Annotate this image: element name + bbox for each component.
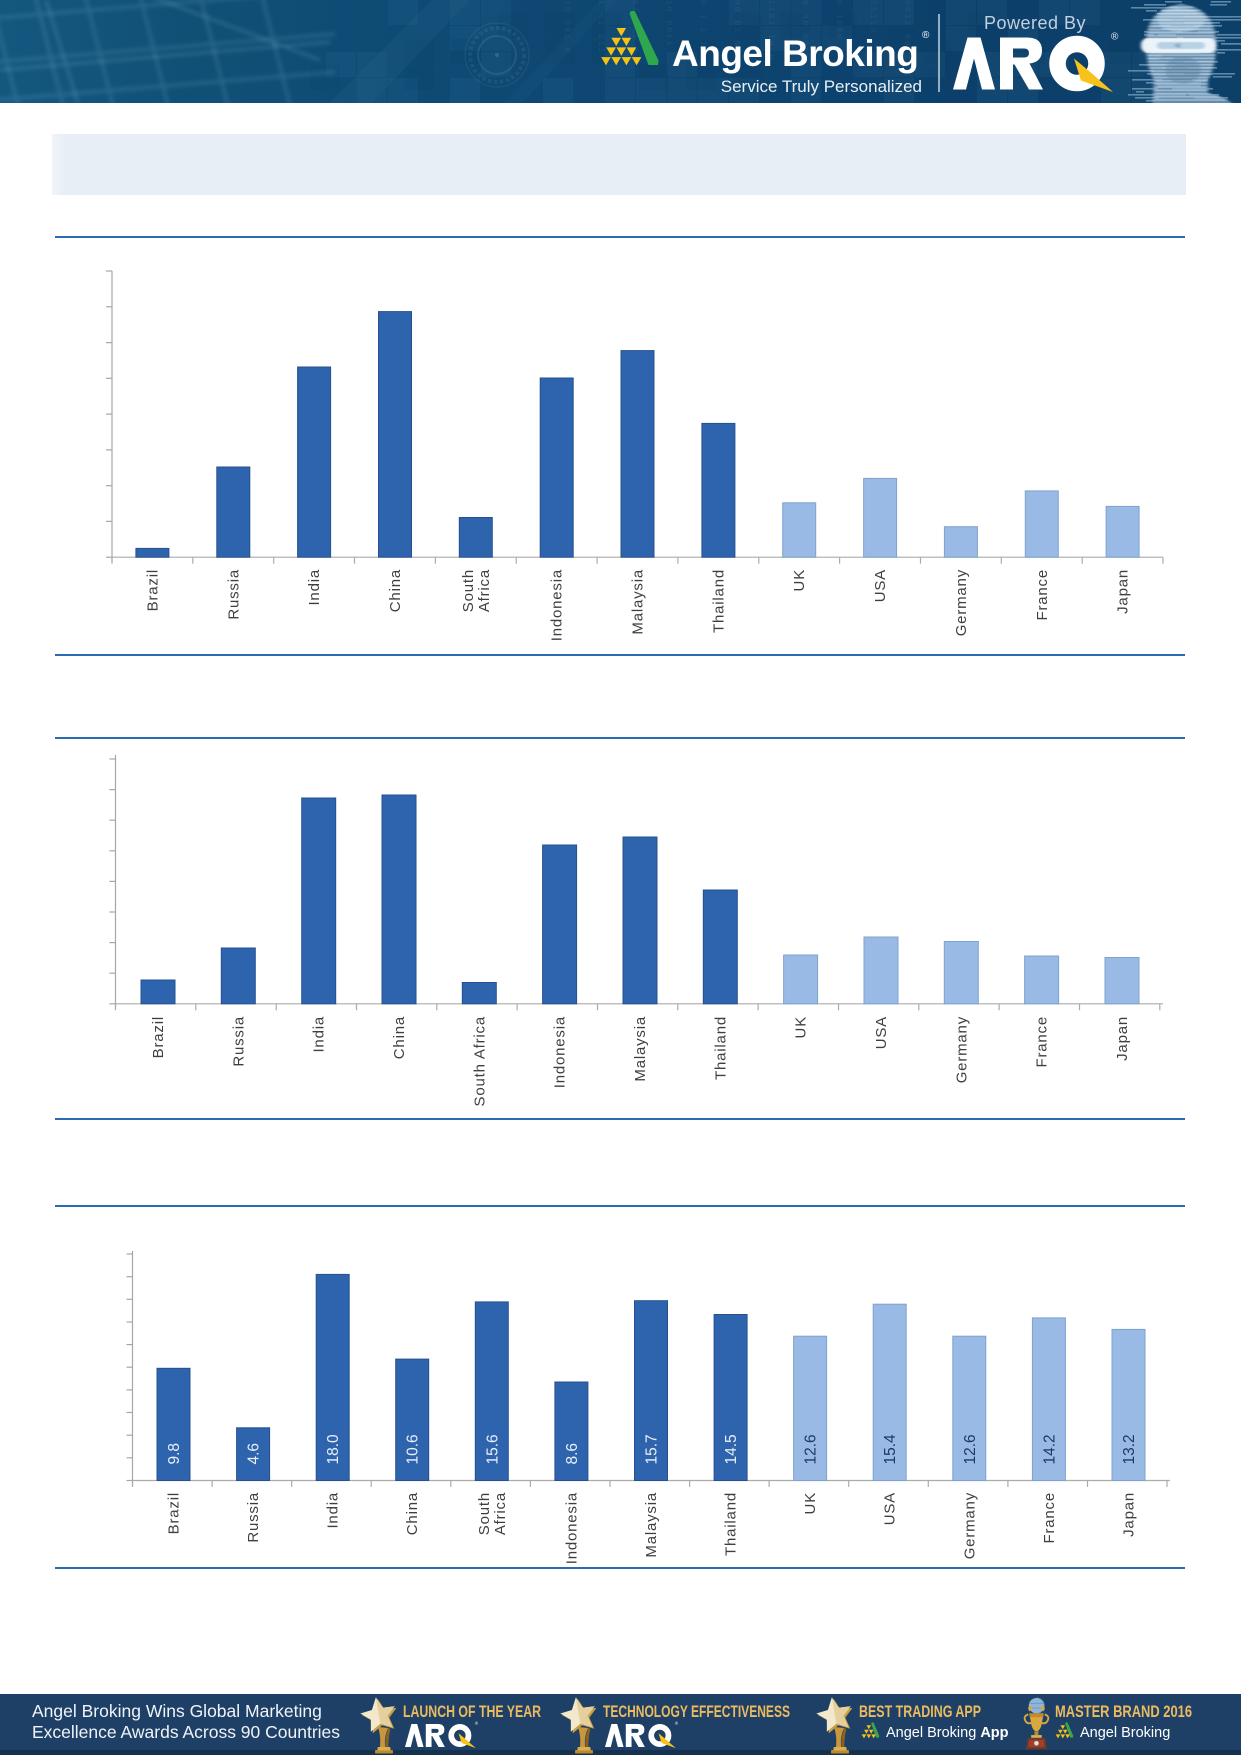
svg-text:12.6: 12.6 <box>962 1434 979 1464</box>
svg-text:UK: UK <box>802 1492 819 1514</box>
svg-text:Germany: Germany <box>953 1016 970 1083</box>
svg-text:Japan: Japan <box>1115 569 1132 614</box>
svg-text:00 01 0: 00 01 0 <box>732 0 741 48</box>
svg-text:4.6: 4.6 <box>246 1443 263 1465</box>
svg-text:Powered By: Powered By <box>984 13 1086 33</box>
svg-text:14.2: 14.2 <box>1041 1434 1058 1464</box>
svg-text:10.6: 10.6 <box>405 1434 422 1464</box>
svg-text:15.7: 15.7 <box>644 1434 661 1464</box>
svg-text:1 01 111: 1 01 111 <box>596 0 605 54</box>
svg-text:15.4: 15.4 <box>882 1434 899 1465</box>
svg-text:Brazil: Brazil <box>144 569 161 611</box>
svg-text:China: China <box>404 1492 421 1535</box>
svg-text:10 0011: 10 0011 <box>664 0 673 48</box>
svg-text:®: ® <box>1111 32 1119 43</box>
svg-text:1101 10 0: 1101 10 0 <box>766 0 775 61</box>
svg-text:Germany: Germany <box>953 569 970 636</box>
svg-text:10 001 0: 10 001 0 <box>562 0 571 54</box>
svg-text:South: South <box>476 1492 493 1535</box>
svg-text:BEST TRADING APP: BEST TRADING APP <box>859 1702 981 1721</box>
svg-text:France: France <box>1041 1492 1058 1544</box>
svg-text:®: ® <box>475 1720 479 1726</box>
svg-text:India: India <box>311 1016 328 1053</box>
svg-text:0011 00 11: 0011 00 11 <box>902 0 911 68</box>
svg-text:India: India <box>306 569 323 606</box>
svg-text:Brazil: Brazil <box>166 1492 183 1534</box>
svg-text:USA: USA <box>872 569 889 602</box>
svg-text:Malaysia: Malaysia <box>632 1016 649 1082</box>
svg-text:11110: 11110 <box>868 0 877 34</box>
svg-text:USA: USA <box>873 1016 890 1049</box>
svg-text:Africa: Africa <box>492 1492 509 1535</box>
svg-text:Indonesia: Indonesia <box>549 569 566 641</box>
svg-text:LAUNCH OF THE YEAR: LAUNCH OF THE YEAR <box>403 1702 541 1721</box>
svg-text:TECHNOLOGY EFFECTIVENESS: TECHNOLOGY EFFECTIVENESS <box>603 1702 790 1721</box>
svg-text:China: China <box>391 1016 408 1059</box>
svg-text:Germany: Germany <box>961 1492 978 1559</box>
svg-text:8.6: 8.6 <box>564 1443 581 1465</box>
svg-text:14.5: 14.5 <box>723 1434 740 1464</box>
svg-text:Japan: Japan <box>1121 1492 1138 1537</box>
svg-text:Russia: Russia <box>245 1492 262 1543</box>
svg-text:South Africa: South Africa <box>471 1016 488 1106</box>
svg-text:9.8: 9.8 <box>166 1443 183 1465</box>
svg-text:France: France <box>1034 569 1051 621</box>
svg-text:12.6: 12.6 <box>803 1434 820 1464</box>
svg-text:South: South <box>460 569 477 612</box>
svg-text:Malaysia: Malaysia <box>643 1492 660 1558</box>
svg-text:15.6: 15.6 <box>484 1434 501 1464</box>
svg-text:Brazil: Brazil <box>150 1016 167 1058</box>
svg-text:Africa: Africa <box>476 569 493 612</box>
svg-text:France: France <box>1034 1016 1051 1068</box>
svg-text:India: India <box>325 1492 342 1529</box>
svg-text:Thailand: Thailand <box>723 1492 740 1556</box>
svg-text:Indonesia: Indonesia <box>552 1016 569 1088</box>
svg-text:Thailand: Thailand <box>710 569 727 633</box>
svg-text:USA: USA <box>882 1492 899 1525</box>
svg-text:Russia: Russia <box>230 1016 247 1067</box>
svg-text:13.2: 13.2 <box>1121 1434 1138 1464</box>
svg-text:18.0: 18.0 <box>325 1434 342 1465</box>
svg-text:UK: UK <box>791 569 808 591</box>
svg-text:®: ® <box>922 30 930 41</box>
svg-text:Russia: Russia <box>225 569 242 620</box>
svg-text:01 0 1 1: 01 0 1 1 <box>630 0 639 54</box>
svg-text:Angel Broking App: Angel Broking App <box>886 1725 1009 1741</box>
svg-text:UK: UK <box>793 1016 810 1038</box>
svg-text:0 00 000: 0 00 000 <box>800 0 809 54</box>
svg-text:0 1000: 0 1000 <box>834 0 843 41</box>
svg-text:Service Truly Personalized: Service Truly Personalized <box>721 77 922 96</box>
svg-text:Thailand: Thailand <box>712 1016 729 1080</box>
svg-text:Indonesia: Indonesia <box>563 1492 580 1564</box>
svg-text:Angel Broking: Angel Broking <box>1080 1725 1170 1741</box>
svg-text:®: ® <box>675 1720 679 1726</box>
svg-text:Japan: Japan <box>1114 1016 1131 1061</box>
svg-text:Angel Broking: Angel Broking <box>672 33 918 74</box>
svg-text:Malaysia: Malaysia <box>630 569 647 635</box>
svg-text:0 1 1 1: 0 1 1 1 <box>698 0 707 48</box>
svg-text:China: China <box>387 569 404 612</box>
svg-text:MASTER BRAND 2016: MASTER BRAND 2016 <box>1055 1702 1192 1721</box>
